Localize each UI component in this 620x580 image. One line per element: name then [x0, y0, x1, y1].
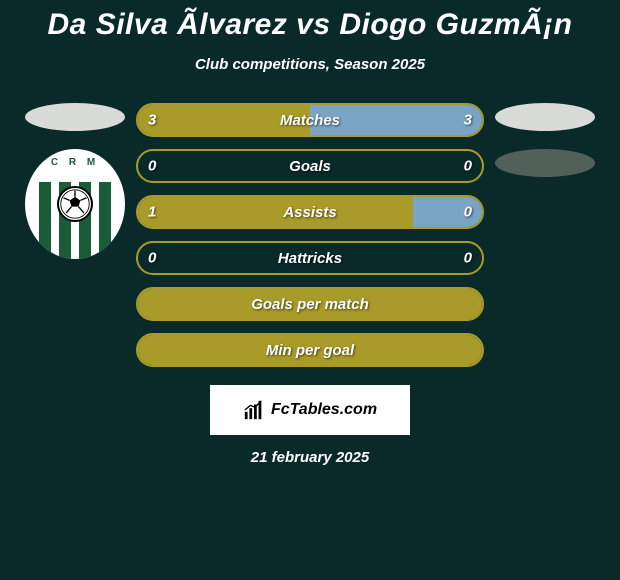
stat-label: Goals	[138, 151, 482, 181]
stat-row-assists: 1 Assists 0	[136, 195, 484, 229]
comparison-panel: C R M 3 Matches	[0, 103, 620, 367]
stat-label: Goals per match	[138, 289, 482, 319]
stat-value-right: 0	[464, 204, 472, 221]
stat-label: Hattricks	[138, 243, 482, 273]
page-title: Da Silva Ãlvarez vs Diogo GuzmÃ¡n	[0, 0, 620, 42]
stat-value-right: 3	[464, 112, 472, 129]
soccer-ball-icon	[57, 186, 93, 222]
stat-row-goals-per-match: Goals per match	[136, 287, 484, 321]
right-side-column	[490, 103, 600, 177]
club-logo-left: C R M	[25, 149, 125, 259]
stat-value-right: 0	[464, 158, 472, 175]
stat-label: Min per goal	[138, 335, 482, 365]
player-right-oval-bottom	[495, 149, 595, 177]
stat-bars: 3 Matches 3 0 Goals 0 1 Assists 0 0 Hatt…	[130, 103, 490, 367]
stat-row-hattricks: 0 Hattricks 0	[136, 241, 484, 275]
stat-label: Assists	[138, 197, 482, 227]
player-right-oval-top	[495, 103, 595, 131]
subtitle: Club competitions, Season 2025	[0, 56, 620, 73]
club-logo-letters: C R M	[51, 157, 99, 168]
stat-row-goals: 0 Goals 0	[136, 149, 484, 183]
date-line: 21 february 2025	[0, 449, 620, 466]
left-side-column: C R M	[20, 103, 130, 259]
brand-text: FcTables.com	[271, 401, 377, 419]
chart-icon	[243, 399, 265, 421]
stat-value-right: 0	[464, 250, 472, 267]
player-left-oval	[25, 103, 125, 131]
brand-badge: FcTables.com	[210, 385, 410, 435]
stat-row-matches: 3 Matches 3	[136, 103, 484, 137]
stat-label: Matches	[138, 105, 482, 135]
stat-row-min-per-goal: Min per goal	[136, 333, 484, 367]
